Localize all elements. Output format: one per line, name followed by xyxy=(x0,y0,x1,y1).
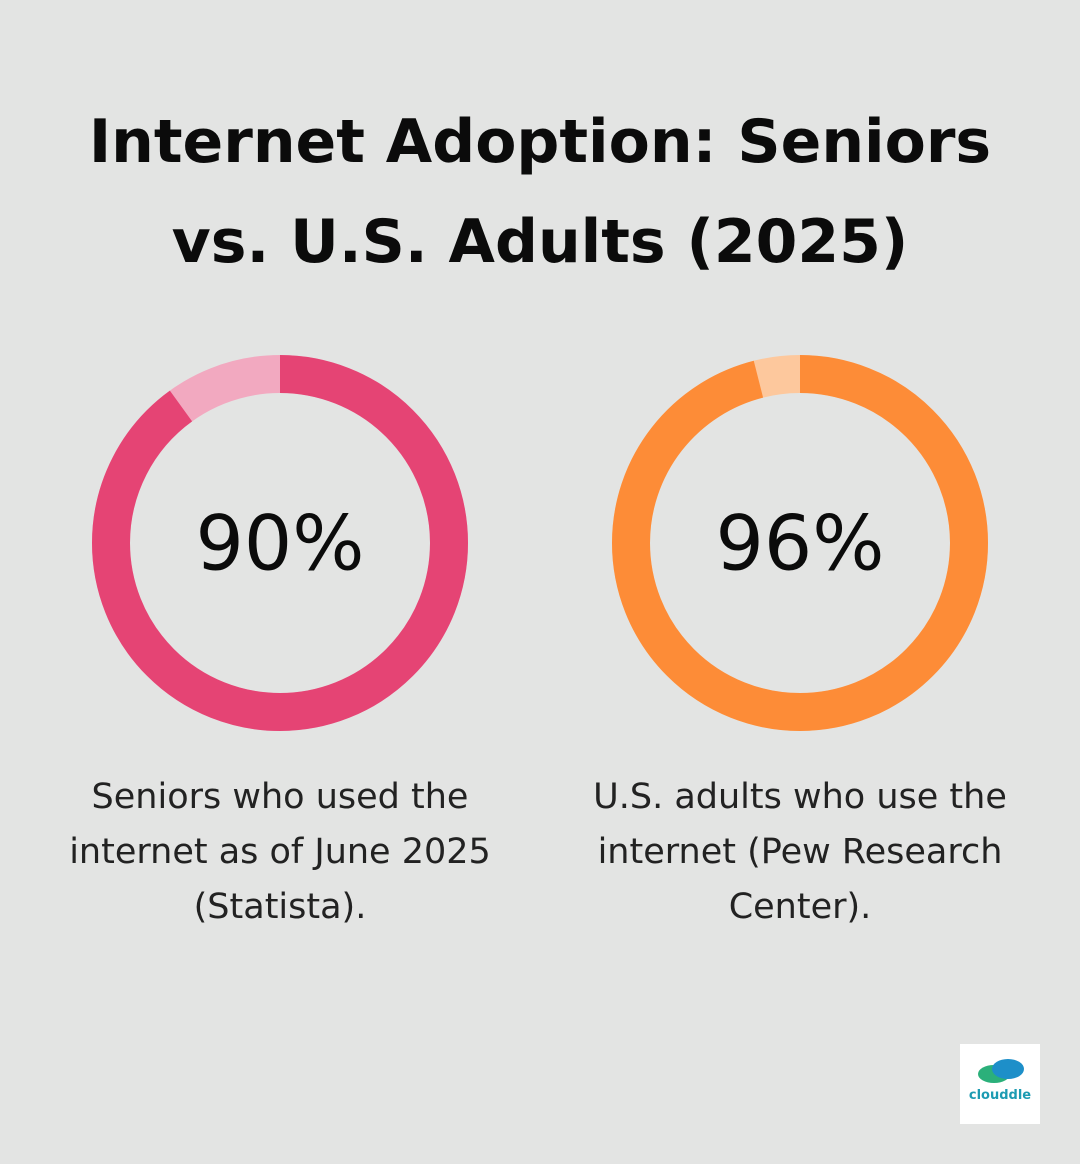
logo-text: clouddle xyxy=(968,1088,1032,1103)
title: Internet Adoption: Seniors vs. U.S. Adul… xyxy=(88,107,992,277)
donut-arc xyxy=(92,355,468,731)
value-label: 90% xyxy=(196,499,365,588)
charts: 90% 96% xyxy=(92,355,988,731)
caption: U.S. adults who use the internet (Pew Re… xyxy=(593,777,1007,927)
value-label: 96% xyxy=(716,499,885,588)
logo-icon xyxy=(978,1059,1024,1083)
donut-arc xyxy=(612,355,988,731)
caption: Seniors who used the internet as of June… xyxy=(69,777,491,927)
logo: clouddle xyxy=(960,1044,1040,1124)
